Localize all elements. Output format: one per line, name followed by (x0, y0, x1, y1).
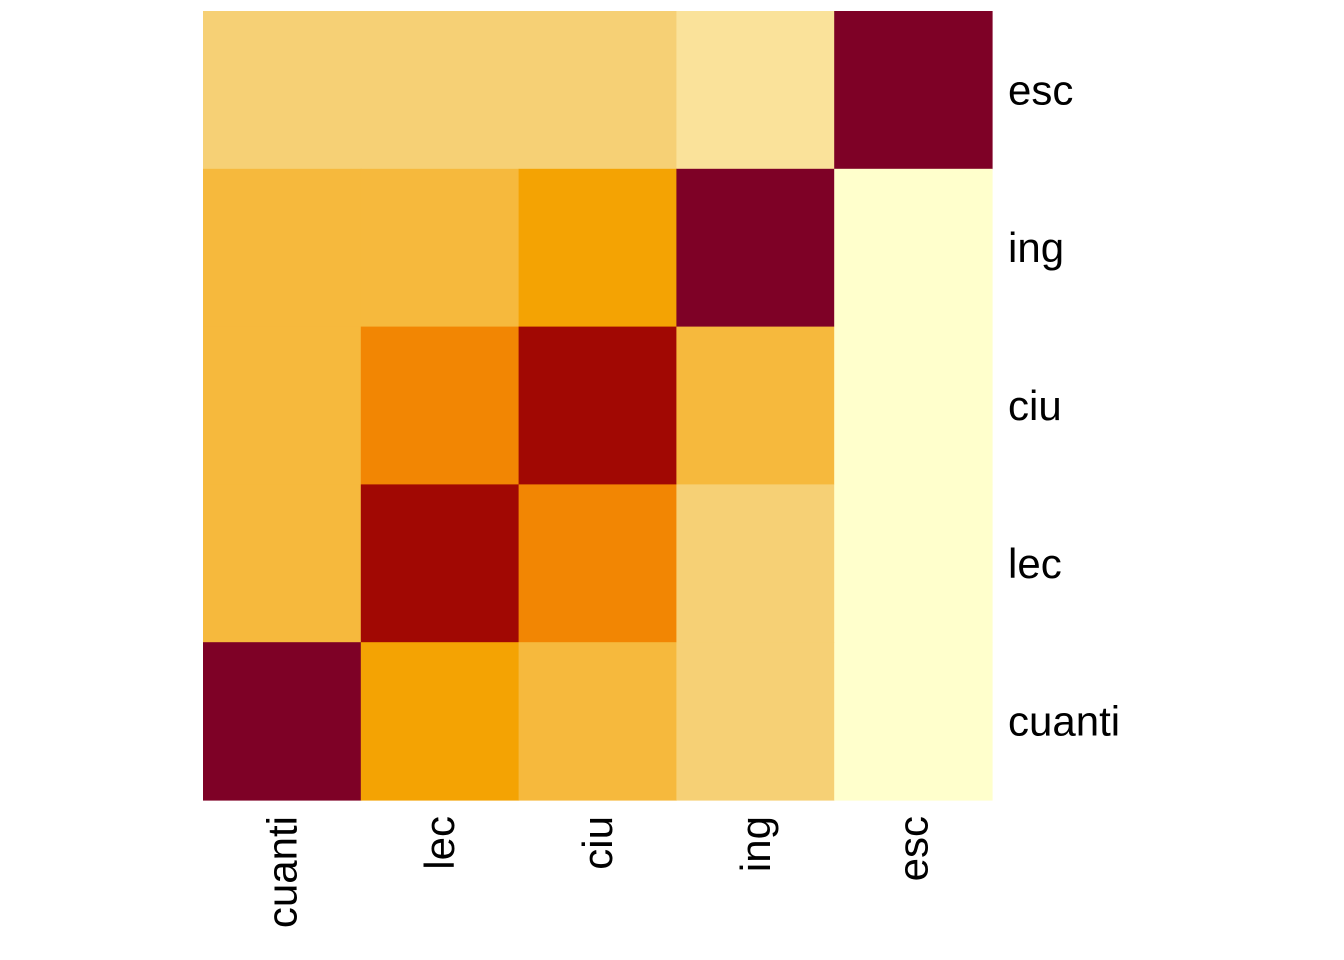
heatmap-cell-ing-cuanti (203, 168, 362, 328)
x-tick-label-cuanti: cuanti (258, 816, 305, 928)
heatmap-cell-lec-esc (834, 484, 993, 643)
x-tick-label-ciu: ciu (574, 816, 621, 870)
y-tick-label-lec: lec (1008, 540, 1062, 587)
heatmap-cell-cuanti-ing (676, 642, 835, 801)
heatmap-cell-lec-lec (360, 484, 520, 643)
heatmap-cells (203, 11, 993, 801)
y-tick-label-ing: ing (1008, 224, 1064, 271)
heatmap-cell-ing-ciu (518, 168, 677, 328)
heatmap-cell-esc-esc (834, 11, 993, 170)
heatmap-cell-lec-ciu (518, 484, 677, 643)
y-tick-label-esc: esc (1008, 66, 1073, 113)
x-tick-label-lec: lec (416, 816, 463, 870)
heatmap-cell-esc-cuanti (203, 11, 362, 170)
heatmap-cell-esc-lec (360, 11, 520, 170)
x-tick-label-esc: esc (890, 816, 937, 881)
heatmap-cell-ciu-lec (360, 326, 520, 485)
heatmap-cell-ing-ing (676, 168, 835, 328)
x-tick-label-ing: ing (732, 816, 779, 872)
heatmap-cell-lec-ing (676, 484, 835, 643)
heatmap-cell-cuanti-ciu (518, 642, 677, 801)
heatmap-cell-lec-cuanti (203, 484, 362, 643)
heatmap-cell-ciu-ciu (518, 326, 677, 485)
heatmap-cell-ciu-cuanti (203, 326, 362, 485)
heatmap-cell-cuanti-esc (834, 642, 993, 801)
heatmap-cell-cuanti-cuanti (203, 642, 362, 801)
y-tick-label-cuanti: cuanti (1008, 698, 1120, 745)
heatmap-cell-esc-ciu (518, 11, 677, 170)
heatmap-cell-esc-ing (676, 11, 835, 170)
heatmap-cell-ing-esc (834, 168, 993, 328)
x-axis-tick-labels: cuanti lec ciu ing esc (258, 816, 936, 928)
y-tick-label-ciu: ciu (1008, 382, 1062, 429)
heatmap-cell-ciu-esc (834, 326, 993, 485)
y-axis-tick-labels: esc ing ciu lec cuanti (1008, 66, 1120, 744)
heatmap-cell-cuanti-lec (360, 642, 520, 801)
heatmap-cell-ciu-ing (676, 326, 835, 485)
heatmap-cell-ing-lec (360, 168, 520, 328)
